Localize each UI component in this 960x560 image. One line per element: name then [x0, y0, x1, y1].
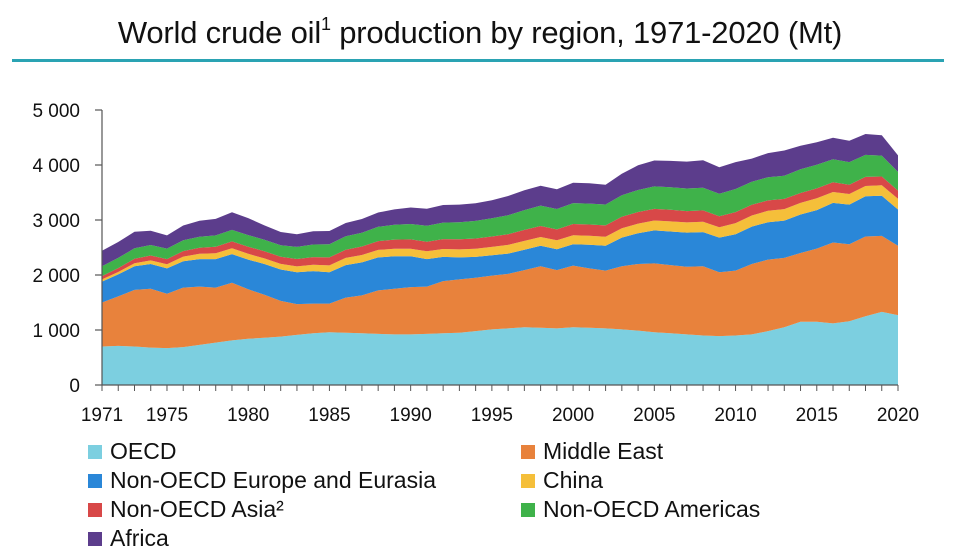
legend-swatch — [521, 502, 535, 517]
area-middle-east — [102, 235, 898, 349]
x-tick-label: 2015 — [796, 405, 838, 426]
area-non-oecd-europe-and-eurasia — [102, 195, 898, 305]
legend-swatch — [88, 531, 102, 546]
legend-item: Middle East — [521, 438, 663, 465]
legend-label: OECD — [110, 438, 177, 464]
legend-label: Middle East — [543, 438, 664, 464]
x-tick-label: 1980 — [227, 405, 269, 426]
y-tick-label: 2 000 — [32, 266, 80, 287]
title-rule — [12, 59, 944, 62]
x-tick-label: 2020 — [877, 405, 919, 426]
x-tick-label: 1990 — [390, 405, 432, 426]
legend-label: China — [543, 467, 604, 493]
legend-label: Africa — [110, 525, 169, 551]
area-non-oecd-americas — [102, 154, 898, 277]
x-tick-label: 1995 — [471, 405, 513, 426]
legend-item: Non-OECD Asia² — [88, 496, 284, 523]
area-layers — [102, 134, 898, 385]
y-tick-label: 0 — [69, 376, 80, 397]
chart-title: World crude oil1 production by region, 1… — [0, 14, 960, 51]
area-oecd — [102, 311, 898, 385]
x-tick-label: 2005 — [633, 405, 675, 426]
y-tick-label: 1 000 — [32, 321, 80, 342]
title-rest: production by region, 1971-2020 (Mt) — [330, 15, 843, 50]
y-tick-label: 5 000 — [32, 101, 80, 122]
area-chart: 0 1 000 2 000 3 000 4 000 5 000 1971 1975 1980 19… — [32, 101, 919, 426]
legend-swatch — [88, 444, 102, 459]
x-tick-label: 1971 — [81, 405, 123, 426]
legend-item: Africa — [88, 525, 169, 552]
legend-item: China — [521, 467, 603, 494]
x-tick-label: 1975 — [146, 405, 188, 426]
legend-item: Non-OECD Americas — [521, 496, 760, 523]
x-tick-label: 2000 — [552, 405, 594, 426]
legend-swatch — [521, 473, 535, 488]
y-tick-label: 4 000 — [32, 156, 80, 177]
legend-label: Non-OECD Asia² — [110, 496, 284, 522]
legend-item: Non-OECD Europe and Eurasia — [88, 467, 436, 494]
title-main: World crude oil — [117, 15, 322, 50]
axes: 0 1 000 2 000 3 000 4 000 5 000 1971 1975 1980 19… — [32, 101, 919, 426]
y-tick-label: 3 000 — [32, 211, 80, 232]
legend-label: Non-OECD Europe and Eurasia — [110, 467, 436, 493]
legend-swatch — [521, 444, 535, 459]
legend-swatch — [88, 502, 102, 517]
x-tick-label: 1985 — [308, 405, 350, 426]
legend-label: Non-OECD Americas — [543, 496, 761, 522]
area-africa — [102, 134, 898, 267]
legend-item: OECD — [88, 438, 176, 465]
x-tick-label: 2010 — [714, 405, 756, 426]
title-footnote-mark: 1 — [321, 14, 331, 34]
legend-swatch — [88, 473, 102, 488]
